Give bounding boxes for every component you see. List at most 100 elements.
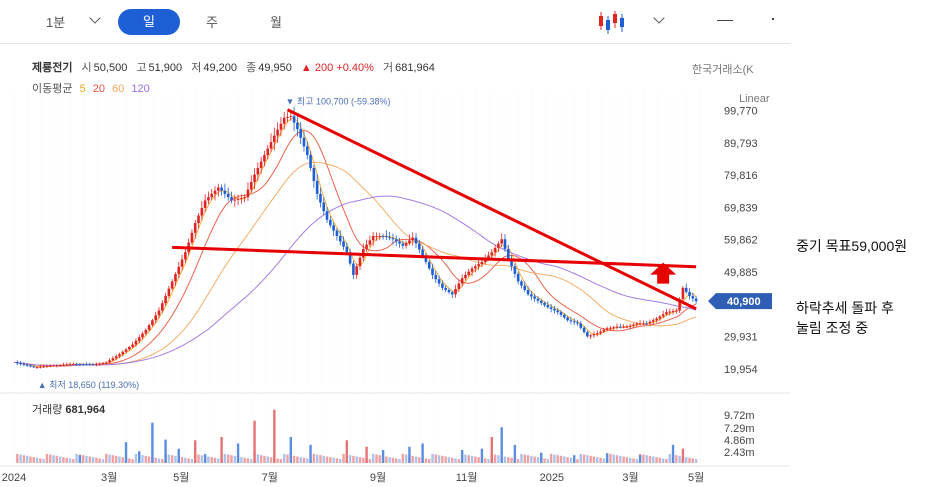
candle-body <box>684 287 688 292</box>
candle-body <box>661 314 665 317</box>
candle-body <box>358 257 362 267</box>
candle-body <box>546 305 550 308</box>
volume-bar <box>322 455 325 463</box>
volume-bar <box>520 453 523 463</box>
candle-body <box>651 320 655 322</box>
volume-bar <box>576 459 579 463</box>
volume-spike <box>408 446 411 463</box>
candlestick-icon[interactable] <box>596 8 636 38</box>
volume-bar <box>497 455 500 463</box>
candle-body <box>595 333 599 335</box>
volume-bar <box>292 455 296 463</box>
volume-bar <box>388 457 391 463</box>
volume-bar <box>256 454 260 463</box>
volume-spike <box>572 455 576 463</box>
candle-body <box>289 116 293 118</box>
x-tick-label: 5월 <box>173 471 189 484</box>
change-value: ▲ 200 +0.40% <box>300 62 374 74</box>
volume-bar <box>250 459 253 463</box>
y-tick-label: 79,816 <box>724 170 758 182</box>
volume-bar <box>279 459 283 463</box>
candle-body <box>240 197 243 199</box>
volume-spike <box>138 451 141 463</box>
volume-bar <box>121 457 124 463</box>
volume-bar <box>424 458 428 463</box>
candle-body <box>388 237 391 239</box>
grid <box>0 94 790 467</box>
volume-bar <box>266 456 269 463</box>
candle-body <box>694 298 698 302</box>
more-icon[interactable] <box>772 18 774 20</box>
volume-bar <box>553 454 556 463</box>
volume-bar <box>358 457 362 463</box>
volume-bar <box>187 458 190 463</box>
candle-body <box>207 197 210 201</box>
candle-body <box>190 232 194 243</box>
candle-body <box>282 117 286 124</box>
volume-bar <box>418 457 421 463</box>
volume-spike <box>289 437 292 463</box>
volume-bar <box>319 455 322 463</box>
volume-bar <box>694 459 698 463</box>
candle-body <box>497 243 500 248</box>
volume-bar <box>487 459 490 463</box>
volume-bar <box>602 458 606 463</box>
volume-bar <box>563 456 566 463</box>
candle-body <box>622 326 625 328</box>
candle-body <box>447 290 451 293</box>
volume-bar <box>312 453 316 463</box>
volume-bar <box>559 455 563 463</box>
volume-bar <box>474 456 477 463</box>
candle-body <box>375 236 378 238</box>
candle-body <box>586 332 589 337</box>
volume-bar <box>184 457 187 463</box>
volume-bar <box>675 455 678 463</box>
candle-body <box>315 180 319 194</box>
volume-bar <box>688 457 691 463</box>
volume-bar <box>223 453 227 463</box>
candle-body <box>671 311 675 313</box>
volume-bar <box>510 457 513 463</box>
candle-body <box>385 236 388 238</box>
volume-bar <box>246 458 250 463</box>
candle-body <box>118 354 121 357</box>
candle-body <box>576 322 579 324</box>
scale-label[interactable]: Linear <box>739 93 770 105</box>
minimize-icon[interactable] <box>717 20 733 21</box>
volume-bar <box>217 458 220 463</box>
volume-bar <box>586 455 589 463</box>
candle-body <box>563 314 566 318</box>
volume-bar <box>470 455 474 463</box>
candle-body <box>441 283 444 288</box>
candle-body <box>203 200 207 208</box>
tab-weekly[interactable]: 주 <box>206 15 218 30</box>
tab-monthly[interactable]: 월 <box>270 15 282 30</box>
volume-spike <box>421 443 424 463</box>
candle-body <box>121 351 125 355</box>
candle-body <box>286 117 289 119</box>
candle-body <box>322 202 326 212</box>
candle-body <box>296 122 299 130</box>
tab-1min[interactable]: 1분 <box>46 15 66 30</box>
stock-name: 제룡전기 <box>32 62 73 74</box>
candle-body <box>72 363 75 365</box>
candle-body <box>217 187 220 191</box>
candle-body <box>48 365 52 367</box>
volume-bar <box>174 455 177 463</box>
ma-20: 20 <box>92 83 105 95</box>
close-label: 종 <box>246 62 257 74</box>
ma-60: 60 <box>112 83 125 95</box>
candle-body <box>299 129 302 138</box>
candle-body <box>454 288 457 295</box>
volume-bar <box>299 457 302 463</box>
tab-daily[interactable]: 일 <box>118 9 180 35</box>
candle-body <box>15 362 19 364</box>
candle-body <box>371 236 375 241</box>
moving-average-legend[interactable]: 이동평균 5 20 60 120 <box>32 80 150 96</box>
high-label: 고 <box>136 62 147 74</box>
volume-bar <box>362 457 365 463</box>
candle-body <box>170 281 174 289</box>
up-arrow-icon <box>650 262 677 284</box>
ma-5: 5 <box>79 83 86 95</box>
candle-body <box>180 259 184 267</box>
